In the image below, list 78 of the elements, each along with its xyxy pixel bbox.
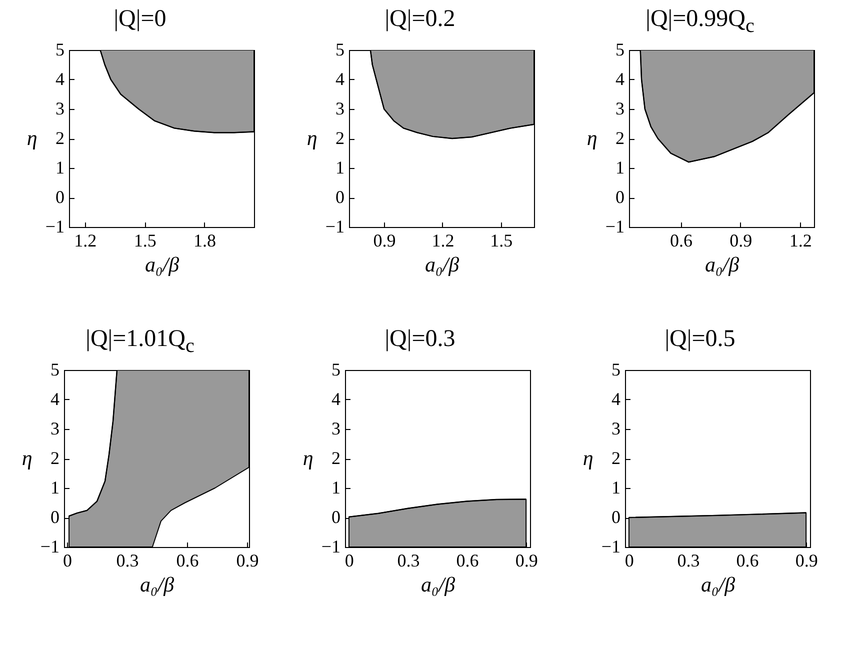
y-tick-label: −1 <box>321 536 340 556</box>
x-tick-label: 0.9 <box>730 230 752 250</box>
y-axis-title: η <box>26 126 38 150</box>
y-tick-label: 3 <box>50 418 60 438</box>
y-tick-label: 1 <box>56 158 64 178</box>
y-tick-label: 4 <box>612 389 620 409</box>
y-tick-label: 4 <box>332 389 340 409</box>
x-tick-label: 1.2 <box>74 230 97 250</box>
y-tick-label: −1 <box>605 216 624 236</box>
chart-title: |Q|=1.01Q$_{c}$ <box>86 326 194 357</box>
chart-title: |Q|=0.3 <box>384 326 456 354</box>
x-axis-title: a₀/β <box>700 572 736 596</box>
y-tick-label: 5 <box>332 360 340 380</box>
y-tick-label: −1 <box>601 536 620 556</box>
x-axis-title: a₀/β <box>424 252 460 276</box>
y-tick-label: 2 <box>50 448 60 468</box>
y-tick-label: 2 <box>56 128 64 148</box>
x-tick-label: 1.2 <box>789 230 812 250</box>
y-tick-label: 3 <box>56 98 64 118</box>
y-tick-label: 3 <box>612 418 620 438</box>
x-tick-label: 0.9 <box>515 550 538 570</box>
y-tick-label: 4 <box>50 389 60 409</box>
y-tick-label: 5 <box>616 40 624 60</box>
x-tick-label: 0.6 <box>176 550 199 570</box>
y-tick-label: 5 <box>612 360 620 380</box>
y-axis-title: η <box>22 446 32 470</box>
chart-title: |Q|=0 <box>114 6 166 34</box>
y-tick-label: 4 <box>56 69 64 89</box>
y-tick-label: 1 <box>336 158 344 178</box>
x-axis-title: a₀/β <box>420 572 456 596</box>
x-tick-label: 0.6 <box>736 550 759 570</box>
y-tick-label: 5 <box>336 40 344 60</box>
chart-title: |Q|=0.99Q$_{c}$ <box>646 6 754 37</box>
y-tick-label: 0 <box>332 507 340 527</box>
x-axis-title: a₀/β <box>140 572 175 596</box>
y-tick-label: 5 <box>56 40 64 60</box>
x-tick-label: 0.3 <box>677 550 700 570</box>
y-axis-title: η <box>582 446 594 470</box>
y-tick-label: 0 <box>616 187 624 207</box>
chart-title: |Q|=0.2 <box>384 6 456 34</box>
y-tick-label: 1 <box>332 478 340 498</box>
y-axis-title: η <box>586 126 598 150</box>
y-tick-label: −1 <box>325 216 344 236</box>
y-tick-label: 1 <box>50 478 60 498</box>
y-tick-label: 3 <box>336 98 344 118</box>
y-tick-label: 0 <box>50 507 60 527</box>
y-tick-label: 2 <box>612 448 620 468</box>
chart-title: |Q|=0.5 <box>664 326 736 354</box>
y-tick-label: 3 <box>616 98 624 118</box>
x-tick-label: 0.9 <box>373 230 396 250</box>
y-tick-label: 2 <box>616 128 624 148</box>
x-tick-label: 0.6 <box>456 550 479 570</box>
y-tick-label: 4 <box>616 69 624 89</box>
y-tick-label: 2 <box>336 128 344 148</box>
y-tick-label: −1 <box>40 536 60 556</box>
y-tick-label: 0 <box>56 187 64 207</box>
y-tick-label: −1 <box>45 216 64 236</box>
y-tick-label: 4 <box>336 69 344 89</box>
x-tick-label: 0.3 <box>397 550 420 570</box>
y-tick-label: 1 <box>612 478 620 498</box>
x-tick-label: 0.9 <box>795 550 818 570</box>
x-tick-label: 0.9 <box>236 550 259 570</box>
x-axis-title: a₀/β <box>704 252 740 276</box>
y-tick-label: 5 <box>50 360 60 380</box>
y-tick-label: 0 <box>336 187 344 207</box>
y-tick-label: 0 <box>612 507 620 527</box>
y-tick-label: 2 <box>332 448 340 468</box>
y-tick-label: 3 <box>332 418 340 438</box>
y-axis-title: η <box>306 126 318 150</box>
x-tick-label: 0.3 <box>116 550 139 570</box>
x-tick-label: 1.5 <box>134 230 156 250</box>
y-axis-title: η <box>302 446 314 470</box>
y-tick-label: 1 <box>616 158 624 178</box>
x-tick-label: 1.2 <box>432 230 454 250</box>
x-axis-title: a₀/β <box>144 252 180 276</box>
x-tick-label: 0.6 <box>670 230 692 250</box>
x-tick-label: 1.5 <box>490 230 513 250</box>
x-tick-label: 1.8 <box>194 230 216 250</box>
